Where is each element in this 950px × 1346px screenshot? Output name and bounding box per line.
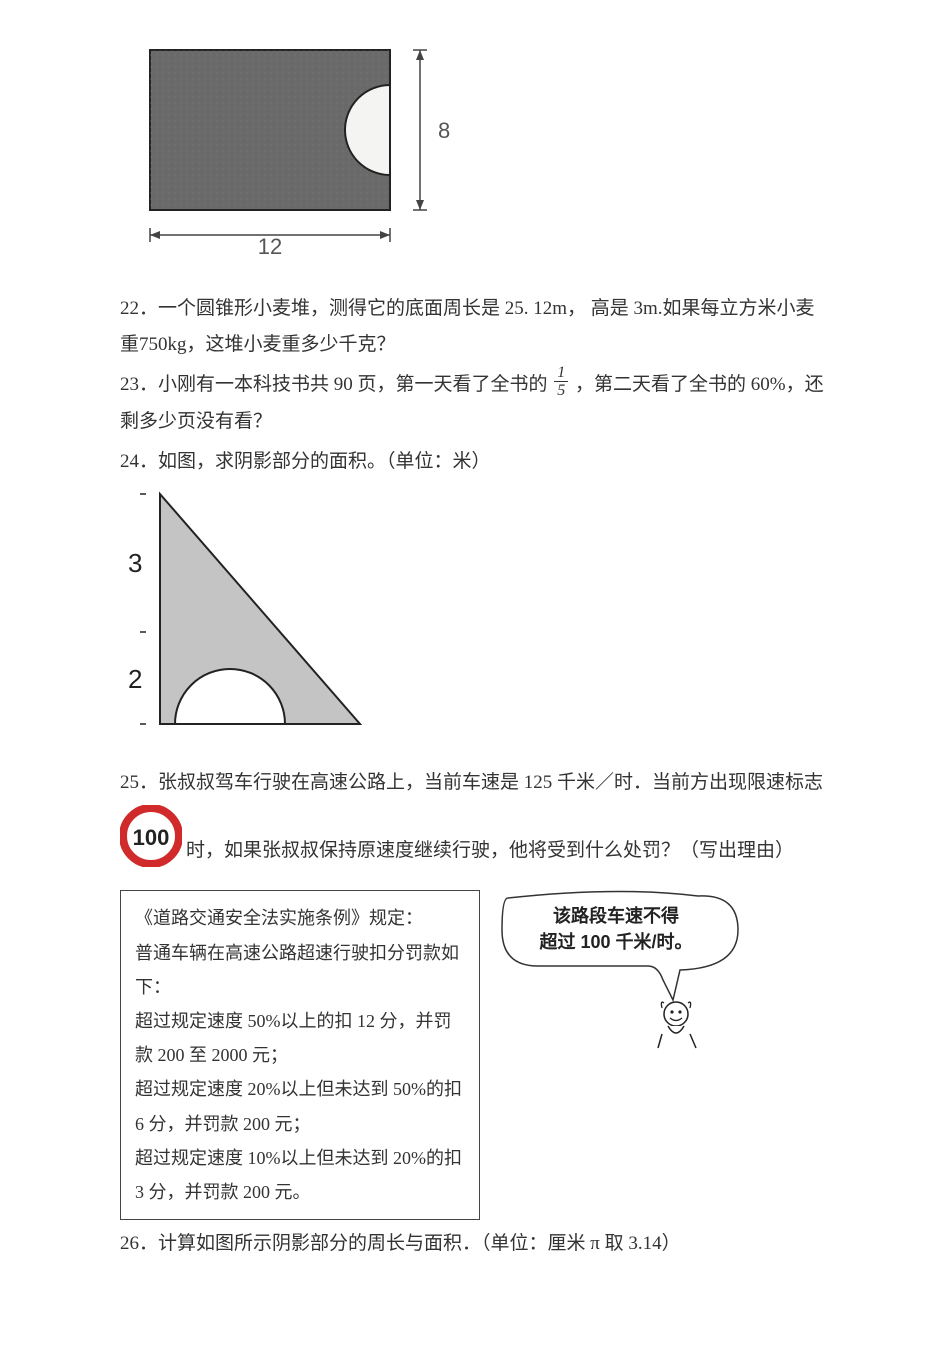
q21-svg: 12 8 (120, 30, 480, 260)
reg-line-3: 超过规定速度 20%以上但未达到 50%的扣 6 分，并罚款 200 元； (135, 1072, 465, 1140)
q21-dim-width-arrow-l (150, 231, 160, 239)
person-icon (658, 1002, 696, 1048)
regulation-block: 《道路交通安全法实施条例》规定： 普通车辆在高速公路超速行驶扣分罚款如下： 超过… (120, 890, 830, 1220)
bubble-line-0: 该路段车速不得 (553, 905, 679, 926)
q21-height-label: 8 (438, 118, 450, 143)
q21-dim-height-arrow-t (416, 50, 424, 60)
reg-line-1: 普通车辆在高速公路超速行驶扣分罚款如下： (135, 936, 465, 1004)
q21-figure: 12 8 (120, 30, 830, 273)
q23-frac-den: 5 (554, 382, 568, 400)
q25-line2: 时，如果张叔叔保持原速度继续行驶，他将受到什么处罚？（写出理由） (186, 805, 830, 869)
speed-limit-sign-icon: 100 (120, 805, 182, 880)
q25-row: 100 时，如果张叔叔保持原速度继续行驶，他将受到什么处罚？（写出理由） (120, 805, 830, 880)
q24-svg: 3 2 (120, 484, 380, 734)
reg-line-0: 《道路交通安全法实施条例》规定： (135, 901, 465, 935)
q25-line1: 25．张叔叔驾车行驶在高速公路上，当前车速是 125 千米／时．当前方出现限速标… (120, 765, 830, 801)
bubble-line-1: 超过 100 千米/时。 (539, 931, 692, 952)
q23-prefix: 23．小刚有一本科技书共 90 页，第一天看了全书的 (120, 374, 548, 395)
bubble-svg: 该路段车速不得 超过 100 千米/时。 (498, 890, 748, 1080)
q24-label-2: 2 (128, 664, 142, 694)
q22-text: 22．一个圆锥形小麦堆，测得它的底面周长是 25. 12m， 高是 3m.如果每… (120, 291, 830, 363)
q24-text: 24．如图，求阴影部分的面积。（单位：米） (120, 444, 830, 480)
q21-dim-width-arrow-r (380, 231, 390, 239)
regulation-box: 《道路交通安全法实施条例》规定： 普通车辆在高速公路超速行驶扣分罚款如下： 超过… (120, 890, 480, 1220)
sign-value: 100 (133, 825, 170, 850)
reg-line-2: 超过规定速度 50%以上的扣 12 分，并罚款 200 至 2000 元； (135, 1004, 465, 1072)
q24-figure: 3 2 (120, 484, 830, 747)
q26-text: 26．计算如图所示阴影部分的周长与面积．（单位：厘米 π 取 3.14） (120, 1226, 830, 1262)
q23-para: 23．小刚有一本科技书共 90 页，第一天看了全书的 1 5 ，第二天看了全书的… (120, 367, 830, 440)
reg-line-4: 超过规定速度 10%以上但未达到 20%的扣 3 分，并罚款 200 元。 (135, 1141, 465, 1209)
q23-fraction: 1 5 (554, 364, 568, 400)
q23-frac-num: 1 (554, 364, 568, 383)
q21-width-label: 12 (258, 234, 282, 259)
q21-dim-height-arrow-b (416, 200, 424, 210)
regulation-right: 该路段车速不得 超过 100 千米/时。 (498, 890, 748, 1093)
q24-label-3: 3 (128, 548, 142, 578)
